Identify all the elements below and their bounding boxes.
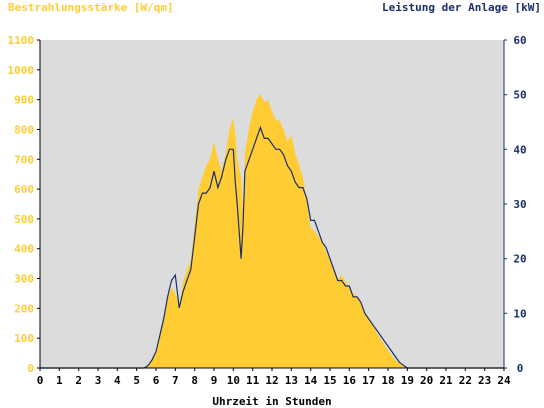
left-axis-ticks: 0 100 200 300 400 500 600 700 800 900 1000 1100 <box>8 34 40 375</box>
left-tick-label: 600 <box>14 183 34 196</box>
x-tick-label: 1 <box>56 374 63 387</box>
x-tick-label: 10 <box>227 374 240 387</box>
left-tick-label: 300 <box>14 273 34 286</box>
x-tick-label: 23 <box>478 374 491 387</box>
x-tick-label: 20 <box>420 374 433 387</box>
left-tick-label: 700 <box>14 153 34 166</box>
x-tick-label: 4 <box>114 374 121 387</box>
x-tick-label: 14 <box>304 374 318 387</box>
right-tick-label: 0 <box>517 362 524 375</box>
left-tick-label: 0 <box>27 362 34 375</box>
left-axis-title: Bestrahlungsstärke [W/qm] <box>8 1 174 14</box>
right-tick-label: 10 <box>513 307 526 320</box>
left-tick-label: 100 <box>14 332 34 345</box>
x-tick-label: 24 <box>497 374 511 387</box>
x-tick-label: 18 <box>381 374 394 387</box>
x-axis-title: Uhrzeit in Stunden <box>212 395 331 408</box>
left-tick-label: 500 <box>14 213 34 226</box>
right-tick-label: 60 <box>513 34 526 47</box>
left-tick-label: 400 <box>14 243 34 256</box>
right-tick-label: 30 <box>513 198 526 211</box>
x-tick-label: 22 <box>459 374 472 387</box>
left-tick-label: 900 <box>14 94 34 107</box>
x-tick-label: 11 <box>246 374 260 387</box>
x-tick-label: 9 <box>211 374 218 387</box>
x-tick-label: 2 <box>75 374 82 387</box>
x-tick-label: 19 <box>401 374 414 387</box>
x-tick-label: 15 <box>323 374 336 387</box>
left-tick-label: 200 <box>14 302 34 315</box>
right-axis-ticks: 0 10 20 30 40 50 60 <box>504 34 527 375</box>
x-tick-label: 0 <box>37 374 44 387</box>
right-axis-title: Leistung der Anlage [kW] <box>382 1 541 14</box>
x-tick-label: 17 <box>362 374 375 387</box>
x-tick-label: 8 <box>191 374 198 387</box>
left-tick-label: 800 <box>14 123 34 136</box>
left-tick-label: 1100 <box>8 34 35 47</box>
x-tick-label: 5 <box>133 374 140 387</box>
x-tick-label: 12 <box>265 374 278 387</box>
irradiance-area-series <box>40 93 504 368</box>
x-tick-label: 16 <box>343 374 357 387</box>
x-tick-label: 21 <box>439 374 453 387</box>
x-tick-label: 3 <box>95 374 102 387</box>
right-tick-label: 20 <box>513 253 526 266</box>
power-line-series <box>40 125 504 369</box>
right-tick-label: 40 <box>513 143 526 156</box>
x-tick-label: 6 <box>153 374 160 387</box>
x-tick-label: 13 <box>285 374 298 387</box>
x-axis-ticks: 0 1 2 3 4 5 6 7 8 9 10 11 12 13 14 15 16 17 18 19 20 21 22 23 24 <box>37 368 511 387</box>
left-tick-label: 1000 <box>8 64 35 77</box>
right-tick-label: 50 <box>513 89 526 102</box>
x-tick-label: 7 <box>172 374 179 387</box>
